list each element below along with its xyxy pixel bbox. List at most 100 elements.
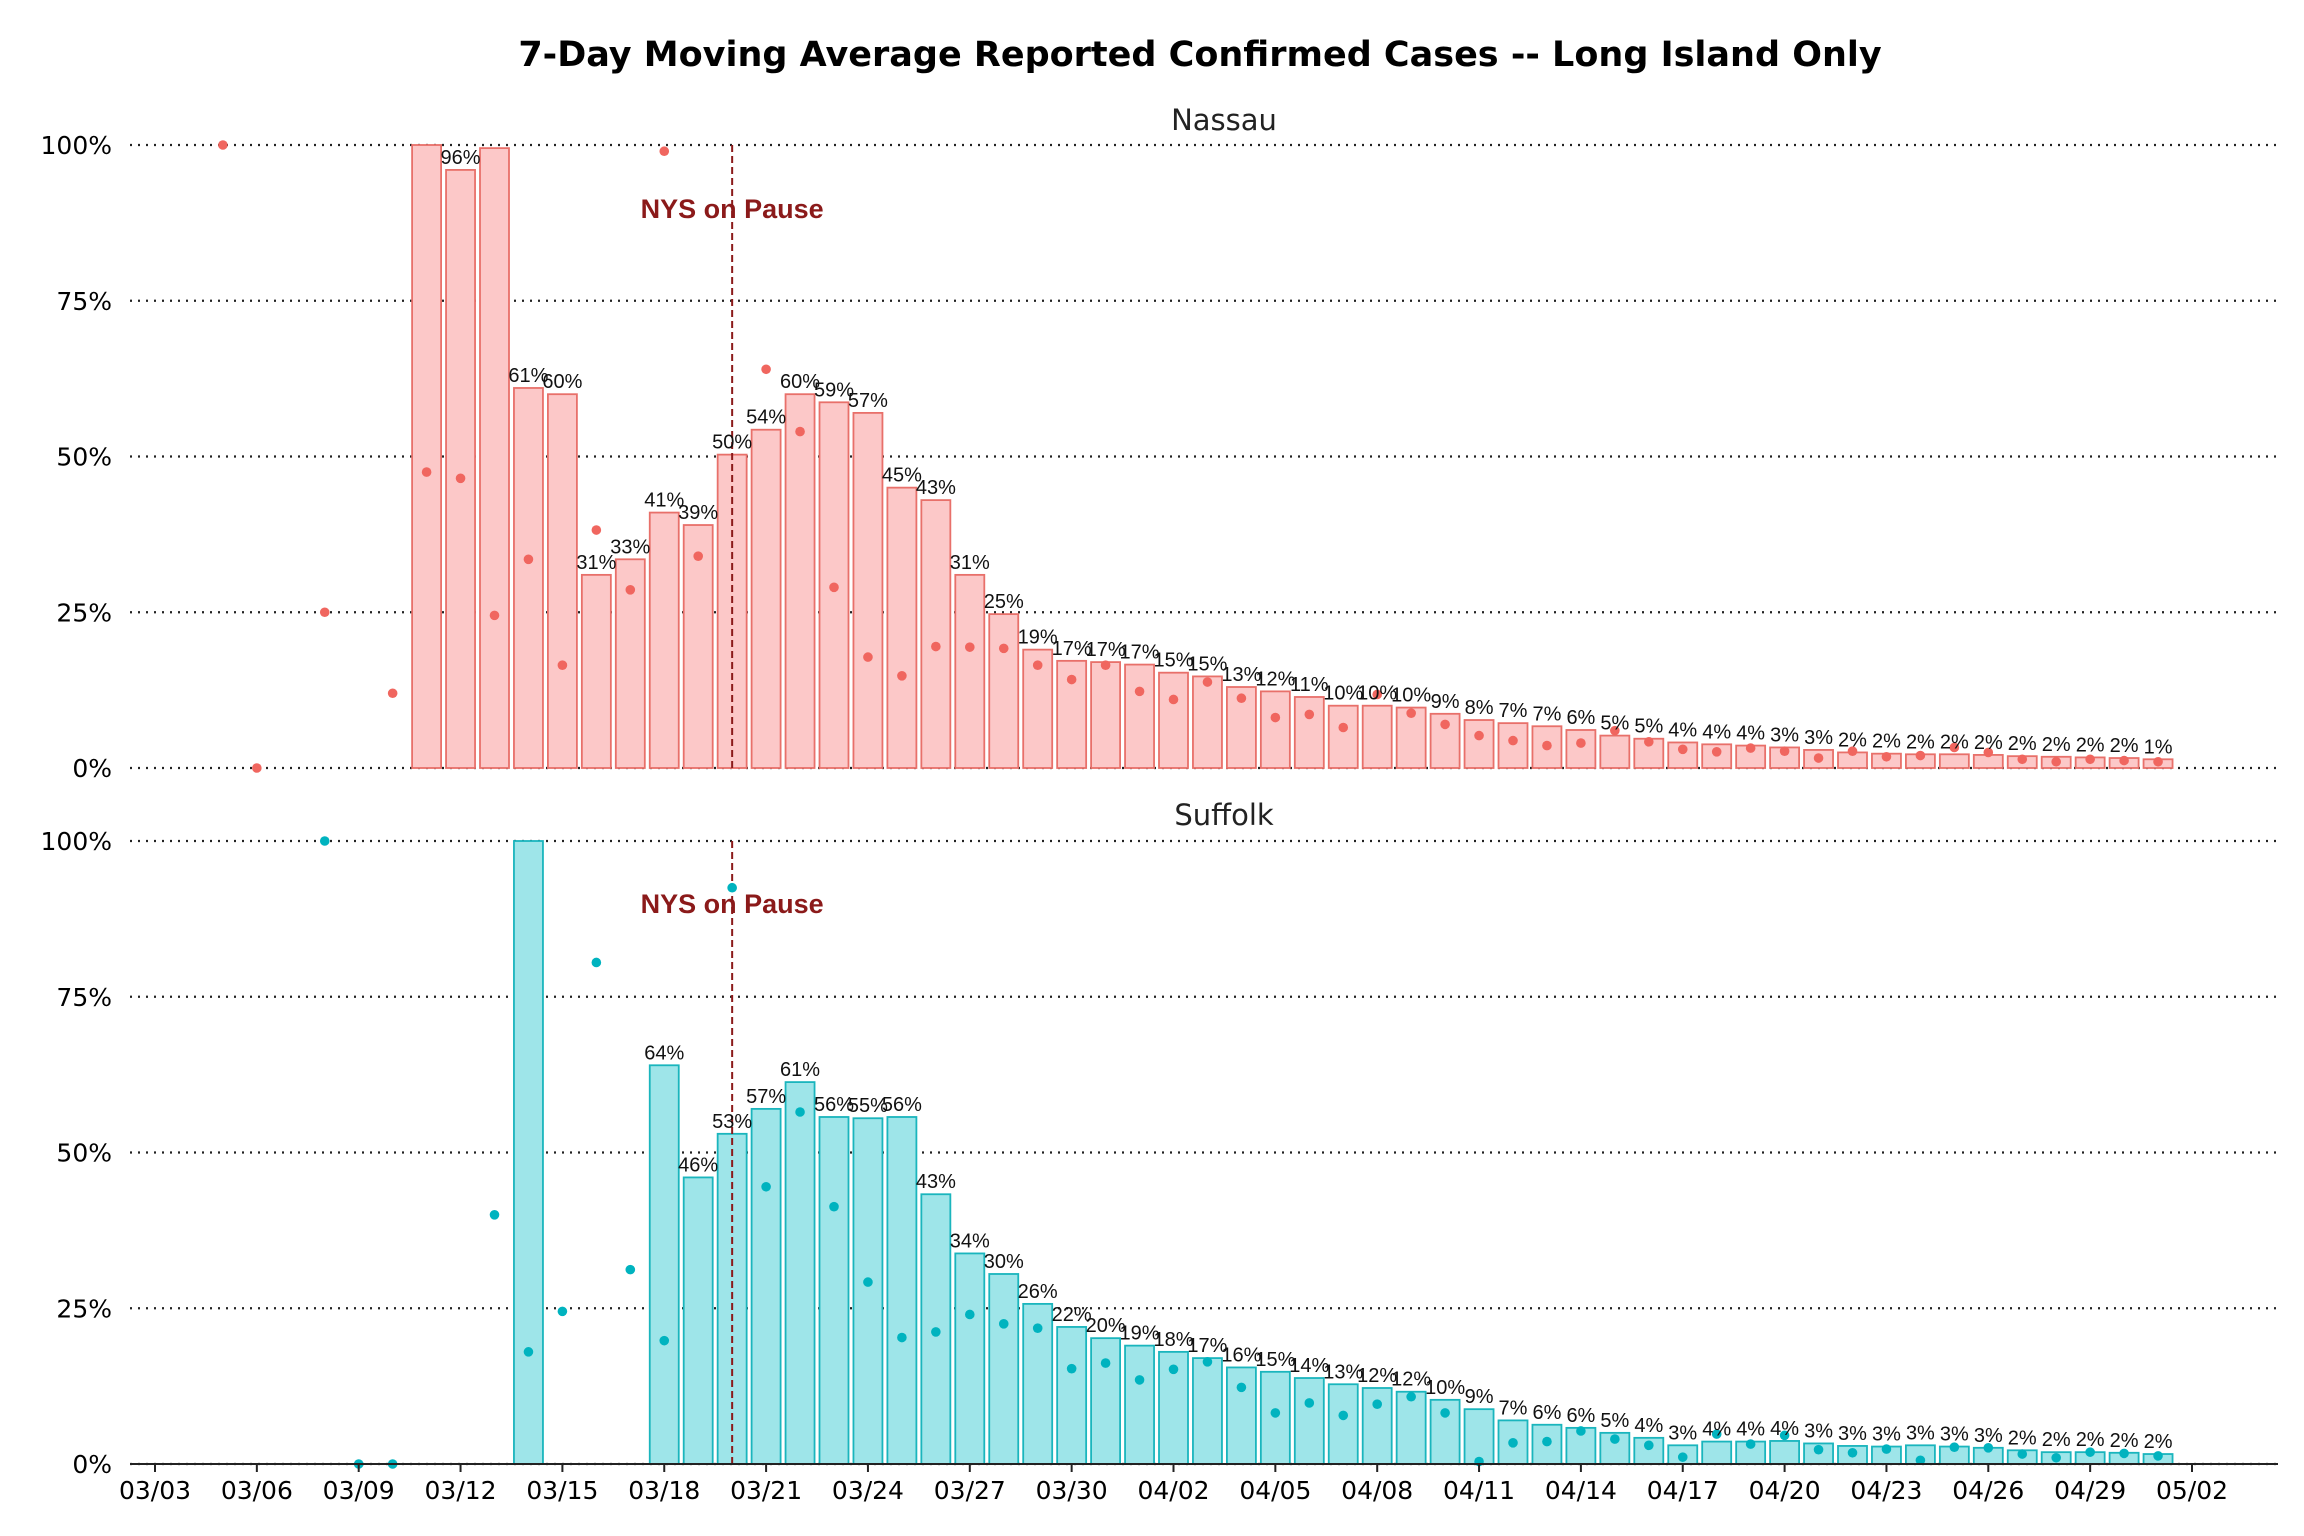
bar-label: 61% bbox=[780, 1059, 820, 1081]
data-point bbox=[761, 364, 771, 375]
bar-label: 11% bbox=[1290, 674, 1329, 696]
bar-label: 3% bbox=[1940, 1424, 1969, 1446]
bar bbox=[1463, 1408, 1495, 1465]
bar-label: 2% bbox=[2008, 733, 2037, 755]
y-tick-label: 0% bbox=[72, 754, 112, 783]
bar-label: 19% bbox=[1120, 1323, 1160, 1345]
data-point bbox=[1983, 747, 1994, 758]
bar-label: 14% bbox=[1289, 1355, 1329, 1377]
data-point bbox=[1644, 737, 1654, 747]
data-point bbox=[1542, 1436, 1552, 1447]
data-point bbox=[659, 1335, 670, 1346]
data-point bbox=[1134, 1375, 1145, 1385]
bar-label: 15% bbox=[1153, 650, 1193, 672]
data-point bbox=[1949, 742, 1960, 753]
data-point bbox=[693, 551, 703, 561]
data-point bbox=[387, 688, 398, 699]
data-point bbox=[1813, 753, 1824, 763]
data-point bbox=[591, 525, 602, 535]
data-point bbox=[1338, 722, 1349, 733]
data-point bbox=[1542, 740, 1552, 751]
bar-label: 12% bbox=[1255, 668, 1295, 690]
bar bbox=[1192, 1357, 1223, 1465]
data-point bbox=[1881, 751, 1892, 762]
bar bbox=[1565, 729, 1597, 769]
bar-label: 25% bbox=[984, 591, 1024, 613]
annotation-label: NYS on Pause bbox=[641, 194, 824, 224]
bar-label: 9% bbox=[1431, 691, 1460, 713]
data-point bbox=[795, 1107, 805, 1117]
x-tick-label: 04/20 bbox=[1749, 1476, 1821, 1505]
bar-label: 7% bbox=[1499, 700, 1528, 722]
data-point bbox=[489, 610, 500, 621]
data-point bbox=[863, 1277, 873, 1287]
bar bbox=[988, 1273, 1020, 1465]
bar bbox=[1158, 671, 1189, 769]
data-point bbox=[1406, 1391, 1416, 1402]
data-point bbox=[1236, 693, 1247, 704]
bar-label: 39% bbox=[678, 502, 718, 524]
y-tick-label: 50% bbox=[56, 443, 112, 472]
bar bbox=[1124, 1344, 1155, 1465]
bar-label: 5% bbox=[1634, 716, 1663, 738]
bar-label: 3% bbox=[1668, 1422, 1697, 1444]
data-point bbox=[998, 1319, 1009, 1329]
data-point bbox=[1168, 694, 1179, 705]
data-point bbox=[1610, 725, 1620, 736]
bar-label: 60% bbox=[542, 371, 582, 393]
data-point bbox=[659, 146, 670, 157]
bar-label: 4% bbox=[1668, 719, 1697, 741]
bar-label: 2% bbox=[1838, 729, 1867, 751]
bar-label: 34% bbox=[950, 1230, 990, 1252]
bar bbox=[1497, 722, 1529, 769]
bar bbox=[648, 511, 680, 769]
bar-label: 10% bbox=[1425, 1377, 1465, 1399]
bar-label: 4% bbox=[1736, 723, 1765, 745]
bar-label: 7% bbox=[1532, 703, 1561, 725]
bar bbox=[1463, 719, 1495, 769]
x-tick-label: 03/21 bbox=[730, 1476, 802, 1505]
data-point bbox=[1100, 1358, 1111, 1368]
bar bbox=[784, 1081, 816, 1465]
y-tick-label: 75% bbox=[56, 983, 112, 1012]
data-point bbox=[897, 670, 907, 681]
bar-label: 5% bbox=[1600, 713, 1629, 735]
bar bbox=[750, 428, 782, 769]
bar-label: 2% bbox=[2076, 734, 2105, 756]
bar-label: 64% bbox=[644, 1042, 684, 1064]
bar bbox=[580, 573, 612, 769]
bar-label: 2% bbox=[1906, 731, 1935, 753]
bar bbox=[886, 1116, 918, 1465]
data-point bbox=[1576, 1426, 1586, 1436]
bar-label: 2% bbox=[2110, 1430, 2139, 1452]
data-point bbox=[2051, 1452, 2061, 1463]
x-tick-label: 04/17 bbox=[1647, 1476, 1719, 1505]
bar-label: 2% bbox=[1872, 731, 1901, 753]
data-point bbox=[1576, 738, 1586, 748]
data-point bbox=[2119, 755, 2129, 766]
bar-label: 3% bbox=[1974, 1425, 2003, 1447]
bar-label: 2% bbox=[1974, 732, 2003, 754]
y-tick-label: 25% bbox=[56, 598, 112, 627]
bar bbox=[852, 1117, 884, 1465]
bar bbox=[1259, 690, 1291, 769]
data-point bbox=[1949, 1442, 1960, 1452]
bar-label: 5% bbox=[1600, 1410, 1629, 1432]
data-point bbox=[2085, 754, 2095, 765]
bar bbox=[1124, 663, 1155, 769]
data-point bbox=[591, 957, 602, 968]
bar-label: 57% bbox=[746, 1086, 786, 1108]
bar-label: 12% bbox=[1391, 1369, 1431, 1391]
bar-label: 43% bbox=[916, 477, 956, 499]
data-point bbox=[2085, 1447, 2095, 1457]
data-point bbox=[1779, 746, 1790, 756]
bar-label: 16% bbox=[1221, 1344, 1261, 1366]
x-tick-label: 03/09 bbox=[323, 1476, 395, 1505]
data-point bbox=[625, 585, 636, 595]
data-point bbox=[1745, 1439, 1756, 1449]
data-point bbox=[319, 607, 330, 618]
bar bbox=[852, 411, 884, 769]
data-point bbox=[1983, 1443, 1994, 1453]
bar-label: 2% bbox=[2008, 1427, 2037, 1449]
